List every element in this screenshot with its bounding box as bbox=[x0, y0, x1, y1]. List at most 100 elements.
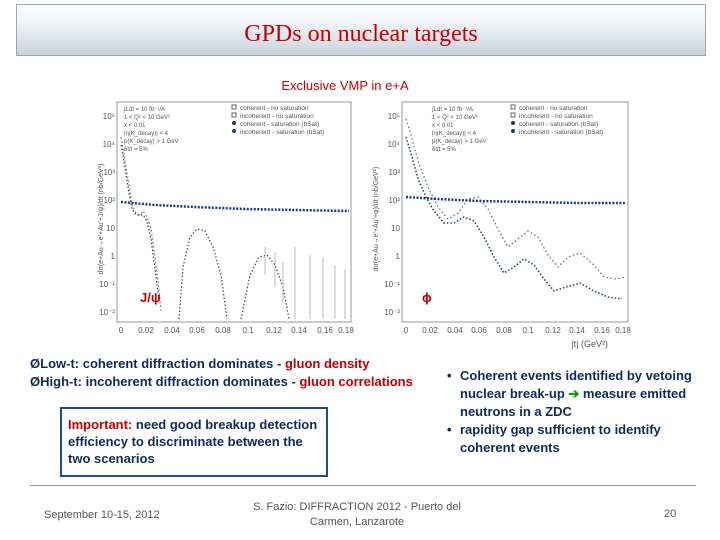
bullet-high-t: ØHigh-t: incoherent diffraction dominate… bbox=[30, 374, 413, 389]
legend-info-line: 1 < Q² < 10 GeV² bbox=[124, 115, 170, 121]
x-tick: 0.12 bbox=[266, 326, 282, 335]
legend-info-line: x < 0.01 bbox=[124, 123, 146, 129]
plot-frame bbox=[116, 101, 352, 323]
y-tick: 10² bbox=[388, 196, 400, 205]
error-bars bbox=[264, 247, 346, 319]
y-tick: 1 bbox=[396, 252, 401, 261]
note-text: Coherent events identified by vetoing nu… bbox=[460, 368, 692, 401]
legend-entry: incoherent - no saturation bbox=[240, 113, 314, 120]
legend-marker bbox=[232, 129, 236, 133]
legend-entry: incoherent - saturation (bSat) bbox=[519, 129, 603, 136]
x-tick: 0.18 bbox=[338, 326, 354, 335]
legend-info: ∫Ldt = 10 fb⁻¹/A 1 < Q² < 10 GeV² x < 0.… bbox=[123, 106, 179, 153]
y-tick: 10⁵ bbox=[103, 112, 115, 121]
y-tick: 10² bbox=[103, 196, 115, 205]
x-tick: 0.16 bbox=[594, 326, 610, 335]
incoherent-curve bbox=[120, 200, 350, 213]
legend-entry: coherent - saturation (bSat) bbox=[240, 121, 319, 128]
footer-divider bbox=[30, 485, 696, 486]
legend-marker bbox=[231, 112, 237, 118]
bullet-dot-icon: • bbox=[447, 368, 452, 383]
x-tick: 0.06 bbox=[471, 326, 487, 335]
y-tick: 10⁴ bbox=[103, 140, 116, 149]
page-number: 20 bbox=[664, 508, 677, 520]
note-item: • Coherent events identified by vetoing n… bbox=[440, 367, 715, 421]
legend-info-line: |η(K_decay)| < 4 bbox=[124, 131, 169, 137]
legend-entry: coherent - no saturation bbox=[240, 105, 309, 112]
jpsi-label: J/ψ bbox=[140, 290, 161, 305]
legend-marker bbox=[510, 112, 516, 118]
coherent-lobe-1 bbox=[178, 228, 228, 320]
legend-info-line: x < 0.01 bbox=[432, 123, 454, 129]
note-item: • rapidity gap sufficient to identify co… bbox=[440, 421, 715, 457]
y-tick: 10³ bbox=[388, 168, 400, 177]
bullet-list: ØLow-t: coherent diffraction dominates -… bbox=[30, 355, 413, 391]
x-tick: 0 bbox=[404, 326, 409, 335]
phi-label: ϕ bbox=[422, 290, 432, 305]
legend-entry: incoherent - saturation (bSat) bbox=[240, 129, 324, 136]
legend-marker bbox=[511, 129, 515, 133]
y-tick-labels: 10⁵ 10⁴ 10³ 10² 10 1 10⁻¹ 10⁻² bbox=[384, 112, 400, 317]
coherent-sat-curve bbox=[120, 144, 160, 302]
legend-entries: coherent - no saturation incoherent - no… bbox=[231, 104, 324, 136]
y-tick: 10 bbox=[391, 224, 400, 233]
y-tick: 1 bbox=[111, 252, 116, 261]
title-bar: GPDs on nuclear targets bbox=[16, 4, 706, 56]
y-tick: 10⁵ bbox=[388, 112, 400, 121]
footer-author: S. Fazio: DIFFRACTION 2012 - Puerto del … bbox=[252, 500, 462, 530]
legend-entry: coherent - saturation (bSat) bbox=[519, 121, 598, 128]
x-tick: 0.14 bbox=[291, 326, 307, 335]
legend-entry: coherent - no saturation bbox=[519, 105, 588, 112]
note-text: measure emitted neutrons in a ZDC bbox=[460, 386, 687, 419]
x-tick: 0.08 bbox=[215, 326, 231, 335]
y-axis-label: dσ(e+Au→e'+Au'+J/ψ)/dt (nb/GeV²) bbox=[98, 164, 105, 275]
footer-author-line: S. Fazio: DIFFRACTION 2012 - Puerto del bbox=[253, 501, 461, 513]
x-tick-labels: 0 0.02 0.04 0.06 0.08 0.1 0.12 0.14 0.16… bbox=[404, 326, 632, 335]
y-tick: 10⁻² bbox=[99, 308, 115, 317]
important-text: need good breakup detection efficiency t… bbox=[68, 417, 318, 466]
legend-info-line: ∫Ldt = 10 fb⁻¹/A bbox=[431, 106, 473, 113]
y-tick: 10⁻¹ bbox=[99, 280, 115, 289]
x-tick: 0.02 bbox=[422, 326, 438, 335]
bullet-high-t-highlight: gluon correlations bbox=[299, 374, 413, 389]
y-tick: 10³ bbox=[103, 168, 115, 177]
coherent-no-sat-curve bbox=[405, 118, 627, 280]
legend-info-line: ∫Ldt = 10 fb⁻¹/A bbox=[123, 106, 165, 113]
bullet-low-t-text: Low-t: coherent diffraction dominates - bbox=[40, 356, 285, 371]
legend-info-line: |η(K_decay)| < 4 bbox=[432, 131, 477, 137]
phi-plot: dσ(e+Au→e'+Au'+φ)/dt (nb/GeV²) 10⁵ 10⁴ 1… bbox=[373, 101, 632, 349]
footer-date: September 10-15, 2012 bbox=[44, 509, 160, 521]
note-text: rapidity gap sufficient to identify cohe… bbox=[460, 422, 661, 455]
y-tick-labels: 10⁵ 10⁴ 10³ 10² 10 1 10⁻¹ 10⁻² bbox=[99, 112, 115, 317]
y-axis-label: dσ(e+Au→e'+Au'+φ)/dt (nb/GeV²) bbox=[373, 167, 380, 272]
footer-author-line: Carmen, Lanzarote bbox=[309, 516, 405, 528]
legend-marker bbox=[231, 104, 237, 110]
x-tick: 0.16 bbox=[317, 326, 333, 335]
legend-info-line: δt/t = 5% bbox=[124, 147, 149, 153]
bullet-low-t: ØLow-t: coherent diffraction dominates -… bbox=[30, 356, 370, 371]
legend-info-line: δt/t = 5% bbox=[432, 147, 457, 153]
y-tick: 10 bbox=[106, 224, 115, 233]
x-tick: 0.06 bbox=[189, 326, 205, 335]
legend-entries: coherent - no saturation incoherent - no… bbox=[510, 104, 603, 136]
incoherent-curve bbox=[405, 195, 626, 205]
x-tick: 0 bbox=[119, 326, 124, 335]
plot-frame bbox=[401, 101, 629, 323]
bullet-high-t-text: High-t: incoherent diffraction dominates… bbox=[40, 374, 300, 389]
x-tick: 0.18 bbox=[615, 326, 631, 335]
coherent-no-sat-curve bbox=[120, 136, 162, 312]
legend-marker bbox=[511, 121, 515, 125]
x-tick: 0.1 bbox=[522, 326, 534, 335]
x-tick: 0.08 bbox=[496, 326, 512, 335]
y-tick: 10⁴ bbox=[388, 140, 401, 149]
legend-info: ∫Ldt = 10 fb⁻¹/A 1 < Q² < 10 GeV² x < 0.… bbox=[431, 106, 487, 153]
x-tick: 0.12 bbox=[545, 326, 561, 335]
x-tick: 0.02 bbox=[138, 326, 154, 335]
x-tick-labels: 0 0.02 0.04 0.06 0.08 0.1 0.12 0.14 0.16… bbox=[119, 326, 355, 335]
legend-info-line: p(K_decay) > 1 GeV bbox=[432, 139, 487, 145]
legend-info-line: 1 < Q² < 10 GeV² bbox=[432, 115, 478, 121]
right-notes: • Coherent events identified by vetoing n… bbox=[440, 367, 715, 457]
slide-title: GPDs on nuclear targets bbox=[244, 21, 478, 47]
coherent-sat-curve bbox=[405, 136, 623, 300]
arrow-icon: ➔ bbox=[568, 386, 580, 401]
